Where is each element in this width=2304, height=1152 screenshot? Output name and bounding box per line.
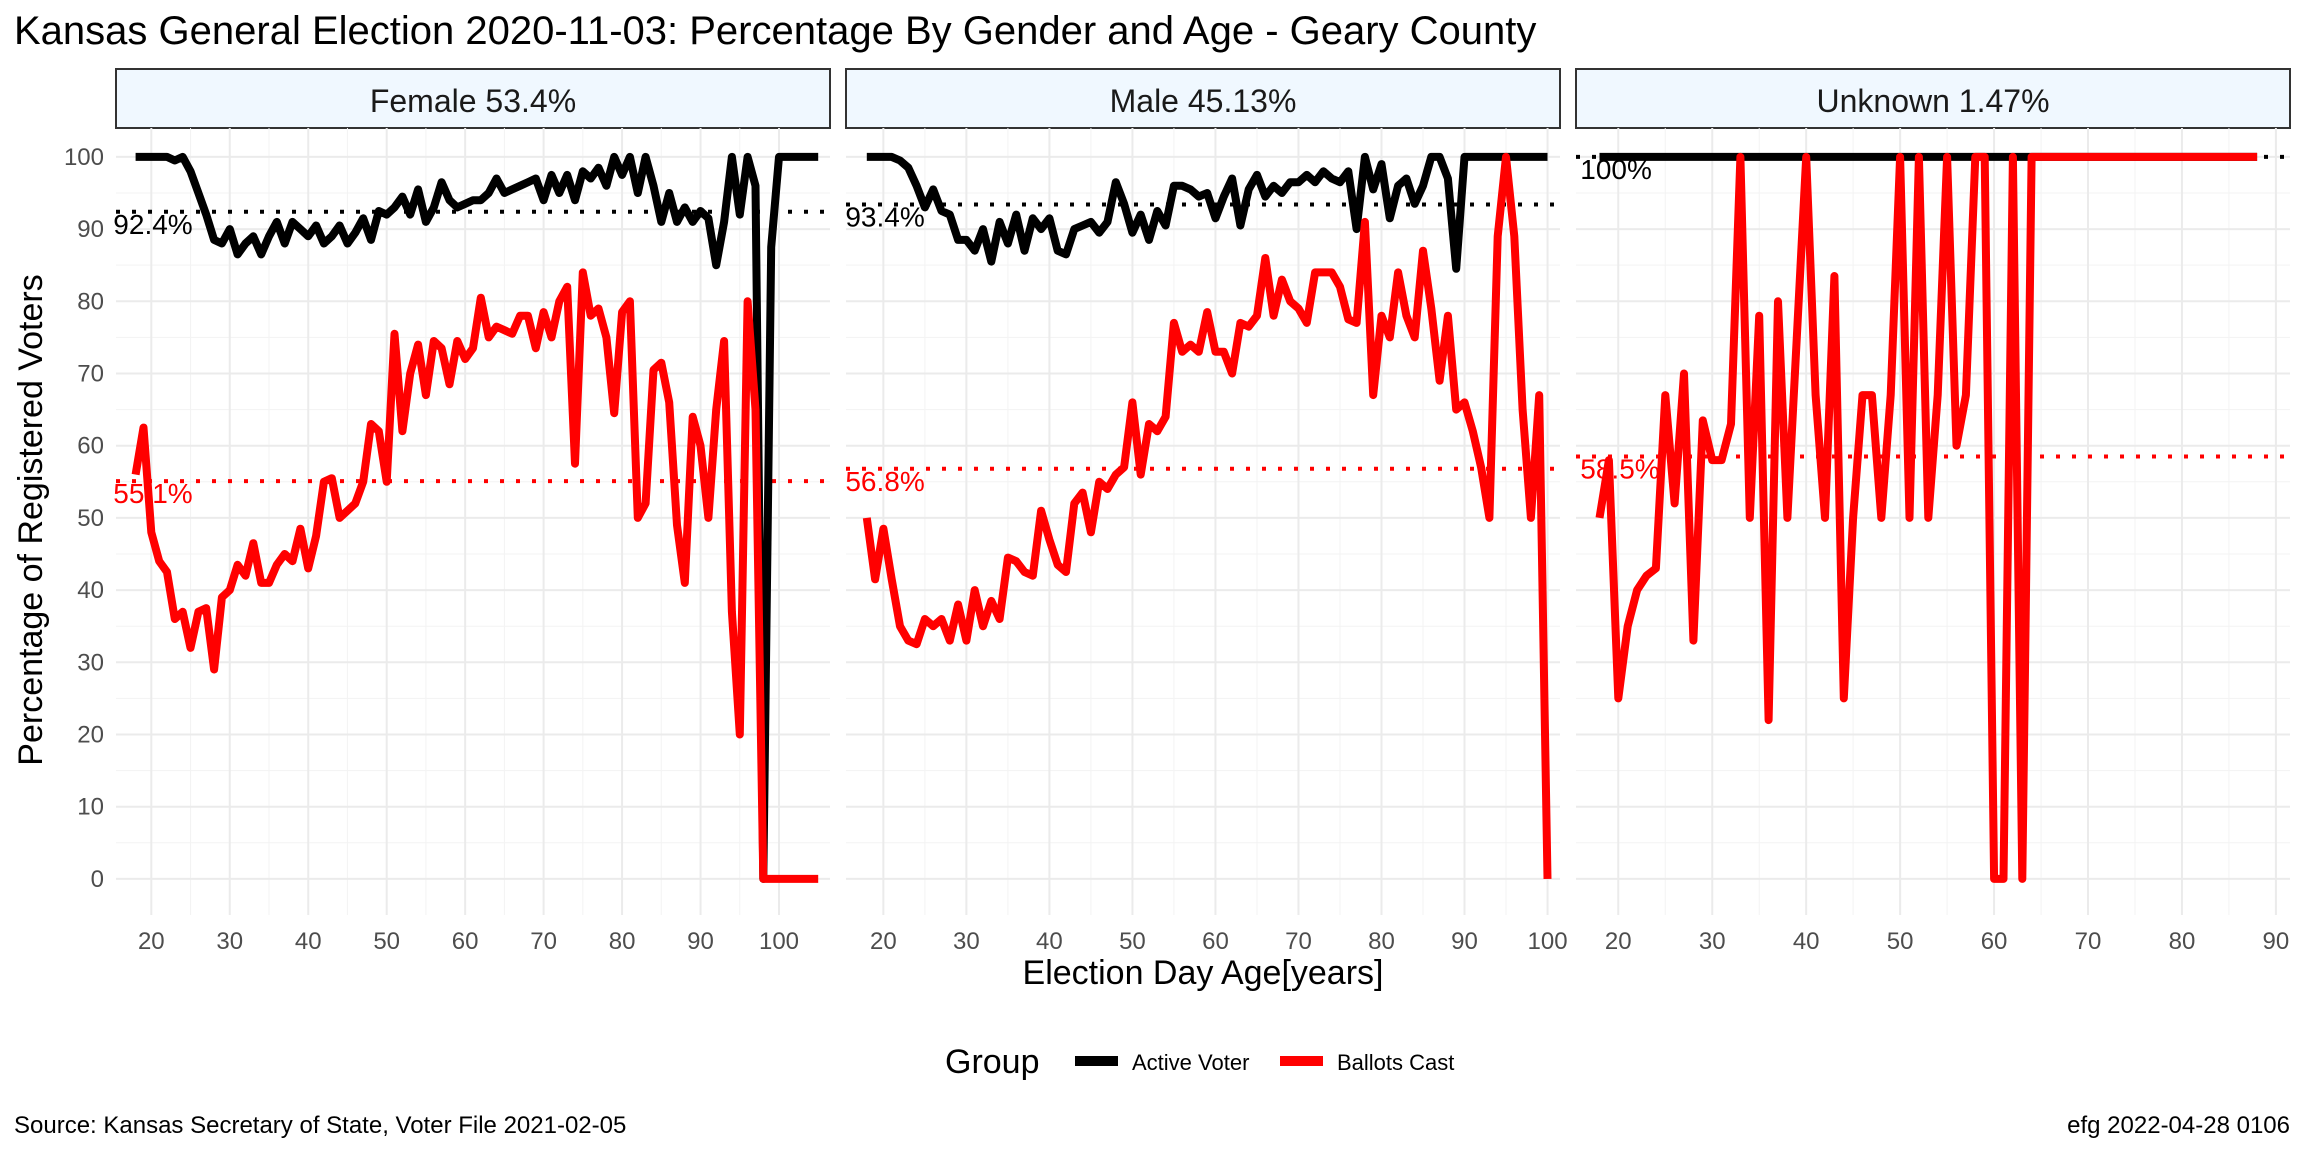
x-tick-label: 60 (1202, 928, 1229, 955)
x-tick-label: 20 (870, 928, 897, 955)
panel-3: Unknown 1.47% 20 30 40 50 60 70 80 90 100% 58.5% (1575, 68, 2291, 955)
ballots-cast-mean-label: 55.1% (113, 478, 192, 509)
active-voter-mean-label: 93.4% (845, 202, 924, 233)
x-tick-label: 80 (2169, 928, 2196, 955)
x-tick-label: 50 (1887, 928, 1914, 955)
y-tick-label: 10 (77, 794, 104, 821)
x-tick-label: 90 (687, 928, 714, 955)
x-tick-label: 60 (1981, 928, 2008, 955)
x-tick-label: 80 (1368, 928, 1395, 955)
credit-caption: efg 2022-04-28 0106 (2067, 1112, 2290, 1139)
x-tick-label: 60 (452, 928, 479, 955)
x-tick-label: 90 (1451, 928, 1478, 955)
x-tick-label: 50 (373, 928, 400, 955)
x-tick-label: 30 (216, 928, 243, 955)
y-tick-label: 70 (77, 360, 104, 387)
facet-strip (115, 68, 831, 129)
facet-strip-label: Male 45.13% (1110, 83, 1297, 119)
x-tick-label: 20 (1605, 928, 1632, 955)
ballots-cast-series-line (1595, 152, 2258, 883)
facet-strip-label: Unknown 1.47% (1816, 83, 2049, 119)
legend-label-ballots-cast: Ballots Cast (1337, 1050, 1454, 1075)
x-tick-label: 100 (759, 928, 799, 955)
ballots-cast-mean-label: 56.8% (845, 466, 924, 497)
y-tick-label: 80 (77, 288, 104, 315)
x-tick-label: 30 (1699, 928, 1726, 955)
x-tick-label: 70 (2075, 928, 2102, 955)
x-axis-label: Election Day Age[years] (1023, 954, 1384, 992)
y-tick-label: 90 (77, 216, 104, 243)
y-axis-label: Percentage of Registered Voters (12, 274, 50, 765)
panel-1: Female 53.4% 20 30 40 50 60 70 80 90 100 0 10 20 30 40… (64, 68, 831, 955)
source-caption: Source: Kansas Secretary of State, Voter… (14, 1112, 626, 1139)
y-tick-label: 100 (64, 144, 104, 171)
y-tick-label: 30 (77, 649, 104, 676)
y-tick-label: 60 (77, 433, 104, 460)
facet-panels: Female 53.4% 20 30 40 50 60 70 80 90 100 0 10 20 30 40… (64, 68, 2291, 955)
ballots-cast-series-line (862, 152, 1552, 879)
legend-title: Group (945, 1043, 1040, 1081)
x-tick-label: 70 (530, 928, 557, 955)
panel-2: Male 45.13% 20 30 40 50 60 70 80 90 100 93.4% 56.8% (845, 68, 1568, 955)
ballots-cast-mean-label: 58.5% (1580, 454, 1659, 485)
facet-strip (1575, 68, 2291, 129)
y-tick-label: 0 (91, 866, 104, 893)
x-tick-label: 80 (609, 928, 636, 955)
chart-title: Kansas General Election 2020-11-03: Perc… (14, 9, 1536, 53)
x-tick-label: 50 (1119, 928, 1146, 955)
legend: Group Active Voter Ballots Cast (945, 1043, 1454, 1081)
x-tick-label: 40 (1036, 928, 1063, 955)
ballots-cast-series-line (131, 268, 819, 883)
x-tick-label: 70 (1285, 928, 1312, 955)
active-voter-series-line (866, 152, 1548, 273)
y-tick-label: 40 (77, 577, 104, 604)
y-tick-label: 20 (77, 721, 104, 748)
x-tick-label: 40 (295, 928, 322, 955)
facet-strip (845, 68, 1561, 129)
active-voter-mean-label: 92.4% (113, 209, 192, 240)
active-voter-mean-label: 100% (1580, 154, 1652, 185)
legend-label-active-voter: Active Voter (1132, 1050, 1249, 1075)
y-tick-label: 50 (77, 505, 104, 532)
x-tick-label: 30 (953, 928, 980, 955)
x-tick-label: 90 (2263, 928, 2290, 955)
x-tick-label: 40 (1793, 928, 1820, 955)
x-tick-label: 100 (1528, 928, 1568, 955)
x-tick-label: 20 (138, 928, 165, 955)
facet-strip-label: Female 53.4% (370, 83, 576, 119)
active-voter-series-line (135, 152, 819, 883)
